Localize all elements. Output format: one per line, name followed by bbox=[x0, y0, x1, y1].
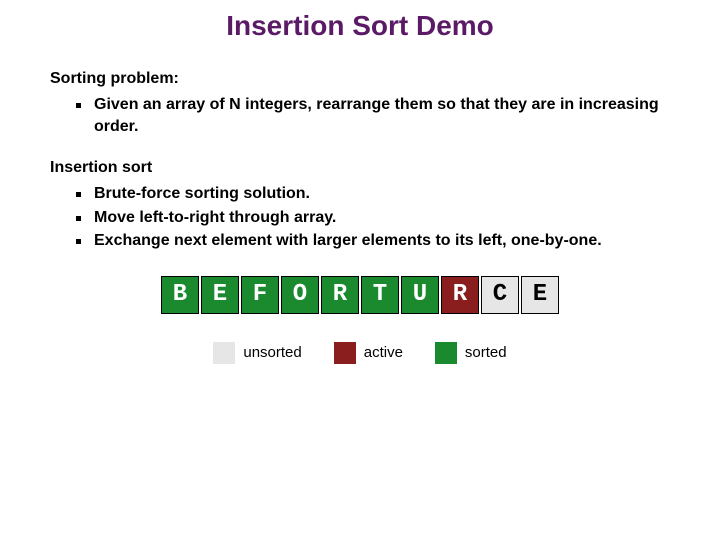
legend-label: active bbox=[364, 344, 403, 361]
array-cell: O bbox=[281, 276, 319, 314]
legend-swatch bbox=[213, 342, 235, 364]
bullet-item: Given an array of N integers, rearrange … bbox=[76, 94, 670, 137]
legend-item: active bbox=[334, 342, 403, 364]
array-cell: B bbox=[161, 276, 199, 314]
array-row: BEFORTURCE bbox=[50, 276, 670, 314]
array-cell: C bbox=[481, 276, 519, 314]
array-cell: U bbox=[401, 276, 439, 314]
array-cell: R bbox=[441, 276, 479, 314]
bullet-item: Move left-to-right through array. bbox=[76, 207, 670, 229]
legend: unsorted active sorted bbox=[50, 342, 670, 364]
bullet-item: Exchange next element with larger elemen… bbox=[76, 230, 670, 252]
bullet-item: Brute-force sorting solution. bbox=[76, 183, 670, 205]
legend-label: sorted bbox=[465, 344, 507, 361]
legend-label: unsorted bbox=[243, 344, 301, 361]
array-cell: E bbox=[201, 276, 239, 314]
legend-swatch bbox=[334, 342, 356, 364]
array-cell: E bbox=[521, 276, 559, 314]
array-cell: F bbox=[241, 276, 279, 314]
legend-swatch bbox=[435, 342, 457, 364]
array-cell: T bbox=[361, 276, 399, 314]
section1-bullets: Given an array of N integers, rearrange … bbox=[50, 94, 670, 137]
section2-heading: Insertion sort bbox=[50, 159, 670, 177]
section1-heading: Sorting problem: bbox=[50, 70, 670, 88]
page-title: Insertion Sort Demo bbox=[50, 10, 670, 42]
legend-item: sorted bbox=[435, 342, 507, 364]
legend-item: unsorted bbox=[213, 342, 301, 364]
array-cell: R bbox=[321, 276, 359, 314]
section2-bullets: Brute-force sorting solution.Move left-t… bbox=[50, 183, 670, 252]
